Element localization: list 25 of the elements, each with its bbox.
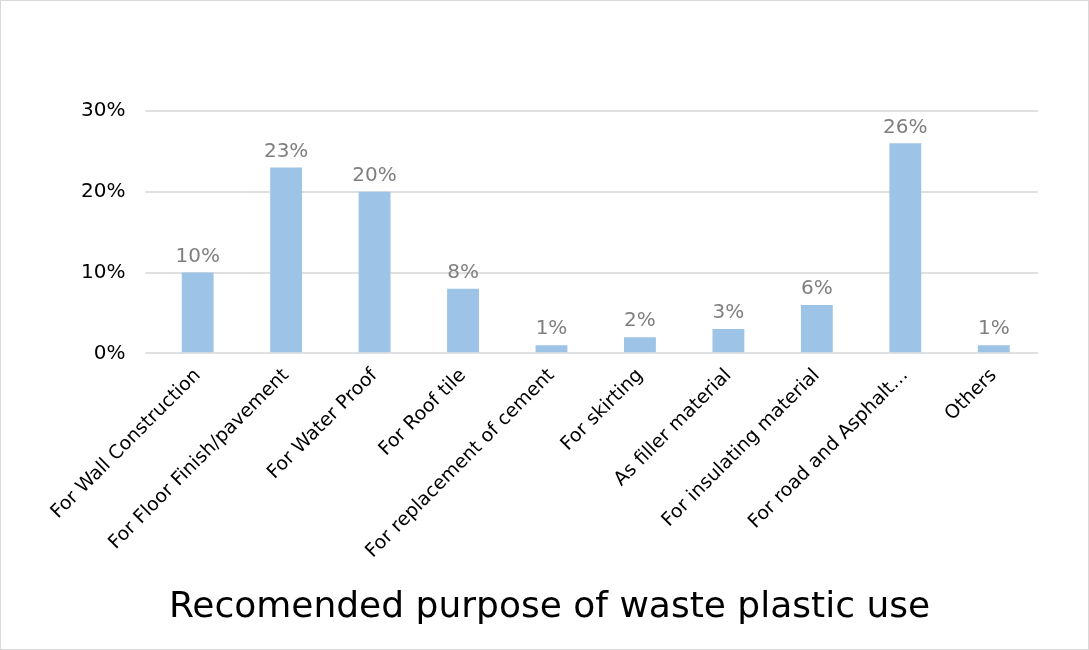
bar (270, 167, 303, 353)
y-tick-label: 30% (81, 97, 126, 122)
bar (447, 288, 479, 353)
data-label: 26% (883, 113, 928, 138)
data-label: 1% (535, 315, 568, 340)
y-tick-label: 20% (81, 177, 126, 202)
bar (889, 143, 922, 353)
data-label: 2% (624, 307, 656, 332)
bar (358, 191, 391, 353)
y-tick-label: 0% (93, 339, 126, 364)
data-label: 20% (352, 161, 397, 186)
data-label: 23% (263, 137, 309, 162)
bar (977, 345, 1010, 353)
data-label: 1% (977, 315, 1010, 340)
data-label: 3% (712, 299, 745, 324)
data-label: 6% (801, 275, 833, 300)
data-label: 8% (447, 258, 479, 283)
bar (712, 329, 745, 353)
bar (181, 272, 214, 353)
bar (800, 304, 833, 353)
bar (624, 337, 656, 353)
text: Recomended purpose of waste plastic use (168, 583, 931, 625)
y-tick-label: 10% (81, 258, 126, 283)
data-label: 10% (175, 242, 220, 267)
bar (535, 345, 568, 353)
